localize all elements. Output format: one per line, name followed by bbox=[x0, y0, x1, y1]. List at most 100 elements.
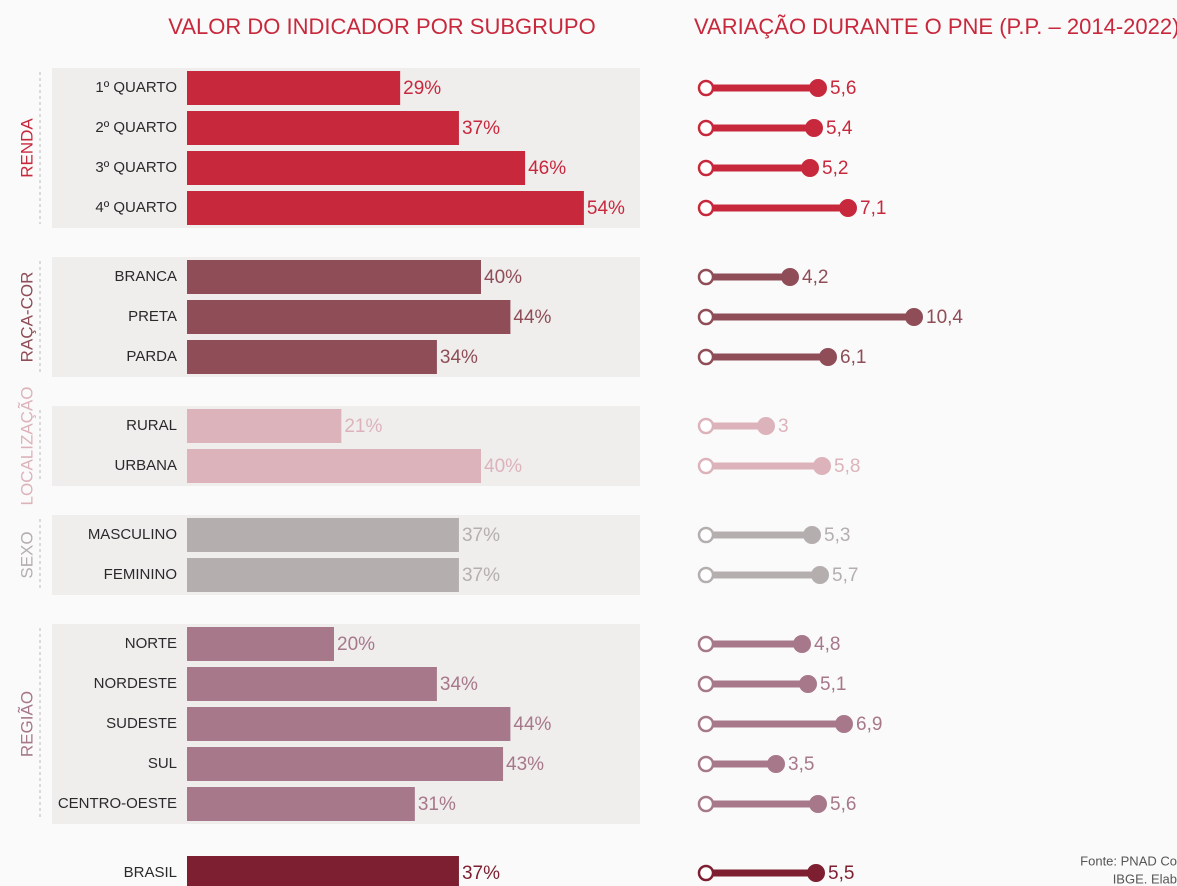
end-dot bbox=[809, 795, 827, 813]
start-dot bbox=[697, 675, 715, 693]
value-label: 3,5 bbox=[788, 754, 814, 775]
bar bbox=[187, 409, 342, 443]
source: Fonte: PNAD Co bbox=[1080, 853, 1177, 868]
bar bbox=[187, 707, 511, 741]
start-dot bbox=[697, 635, 715, 653]
value-label: 43% bbox=[506, 754, 544, 775]
category-label: 4º QUARTO bbox=[95, 199, 177, 216]
start-dot bbox=[697, 348, 715, 366]
value-label: 54% bbox=[587, 198, 625, 219]
end-dot bbox=[781, 268, 799, 286]
value-label: 37% bbox=[462, 118, 500, 139]
category-label: PRETA bbox=[128, 308, 177, 325]
end-dot bbox=[809, 79, 827, 97]
category-label: RURAL bbox=[126, 417, 177, 434]
value-label: 29% bbox=[403, 78, 441, 99]
start-dot bbox=[697, 268, 715, 286]
value-label: 44% bbox=[513, 307, 551, 328]
end-dot bbox=[819, 348, 837, 366]
end-dot bbox=[799, 675, 817, 693]
source: IBGE. Elab bbox=[1113, 871, 1177, 886]
end-dot bbox=[757, 417, 775, 435]
value-label: 40% bbox=[484, 267, 522, 288]
value-label: 46% bbox=[528, 158, 566, 179]
category-label: 1º QUARTO bbox=[95, 79, 177, 96]
value-label: 6,9 bbox=[856, 714, 882, 735]
value-label: 40% bbox=[484, 456, 522, 477]
category-label: 2º QUARTO bbox=[95, 119, 177, 136]
end-dot bbox=[905, 308, 923, 326]
group-label: RAÇA-COR bbox=[17, 272, 36, 363]
bar bbox=[187, 151, 526, 185]
bar bbox=[187, 71, 401, 105]
value-label: 5,1 bbox=[820, 674, 846, 695]
value-label: 5,8 bbox=[834, 456, 860, 477]
start-dot bbox=[697, 119, 715, 137]
value-label: 3 bbox=[778, 416, 789, 437]
value-label: 37% bbox=[462, 525, 500, 546]
bar bbox=[187, 667, 437, 701]
value-label: 5,7 bbox=[832, 565, 858, 586]
category-label: NORDESTE bbox=[94, 675, 177, 692]
bar bbox=[187, 627, 334, 661]
bar bbox=[187, 300, 511, 334]
end-dot bbox=[835, 715, 853, 733]
category-label: PARDA bbox=[126, 348, 177, 365]
start-dot bbox=[697, 715, 715, 733]
bar bbox=[187, 518, 459, 552]
value-label: 20% bbox=[337, 634, 375, 655]
group-label: LOCALIZAÇÃO bbox=[17, 386, 36, 505]
value-label: 34% bbox=[440, 347, 478, 368]
end-dot bbox=[801, 159, 819, 177]
start-dot bbox=[697, 159, 715, 177]
bar bbox=[187, 191, 584, 225]
value-label: 7,1 bbox=[860, 198, 886, 219]
value-label: 21% bbox=[344, 416, 382, 437]
category-label: BRANCA bbox=[114, 268, 177, 285]
end-dot bbox=[805, 119, 823, 137]
value-label: 37% bbox=[462, 863, 500, 884]
value-label: 5,6 bbox=[830, 78, 856, 99]
start-dot bbox=[697, 755, 715, 773]
end-dot bbox=[793, 635, 811, 653]
start-dot bbox=[697, 417, 715, 435]
end-dot bbox=[767, 755, 785, 773]
value-label: 5,4 bbox=[826, 118, 853, 139]
value-label: 5,2 bbox=[822, 158, 848, 179]
category-label: SUDESTE bbox=[106, 715, 177, 732]
category-label: BRASIL bbox=[124, 864, 177, 881]
bar bbox=[187, 787, 415, 821]
bar bbox=[187, 558, 459, 592]
category-label: CENTRO-OESTE bbox=[58, 795, 177, 812]
end-dot bbox=[803, 526, 821, 544]
bar bbox=[187, 340, 437, 374]
bar-title: VALOR DO INDICADOR POR SUBGRUPO bbox=[168, 14, 595, 39]
category-label: MASCULINO bbox=[88, 526, 177, 543]
category-label: NORTE bbox=[125, 635, 177, 652]
group-label: REGIÃO bbox=[17, 691, 36, 757]
bar bbox=[187, 111, 459, 145]
start-dot bbox=[697, 864, 715, 882]
value-label: 6,1 bbox=[840, 347, 866, 368]
bar bbox=[187, 856, 459, 886]
value-label: 37% bbox=[462, 565, 500, 586]
value-label: 31% bbox=[418, 794, 456, 815]
category-label: URBANA bbox=[114, 457, 177, 474]
end-dot bbox=[811, 566, 829, 584]
value-label: 5,6 bbox=[830, 794, 856, 815]
end-dot bbox=[807, 864, 825, 882]
value-label: 5,5 bbox=[828, 863, 854, 884]
value-label: 4,2 bbox=[802, 267, 828, 288]
start-dot bbox=[697, 566, 715, 584]
category-label: 3º QUARTO bbox=[95, 159, 177, 176]
group-label: RENDA bbox=[17, 118, 36, 178]
start-dot bbox=[697, 795, 715, 813]
end-dot bbox=[813, 457, 831, 475]
value-label: 10,4 bbox=[926, 307, 963, 328]
bar bbox=[187, 449, 481, 483]
value-label: 34% bbox=[440, 674, 478, 695]
start-dot bbox=[697, 308, 715, 326]
value-label: 5,3 bbox=[824, 525, 850, 546]
value-label: 44% bbox=[513, 714, 551, 735]
